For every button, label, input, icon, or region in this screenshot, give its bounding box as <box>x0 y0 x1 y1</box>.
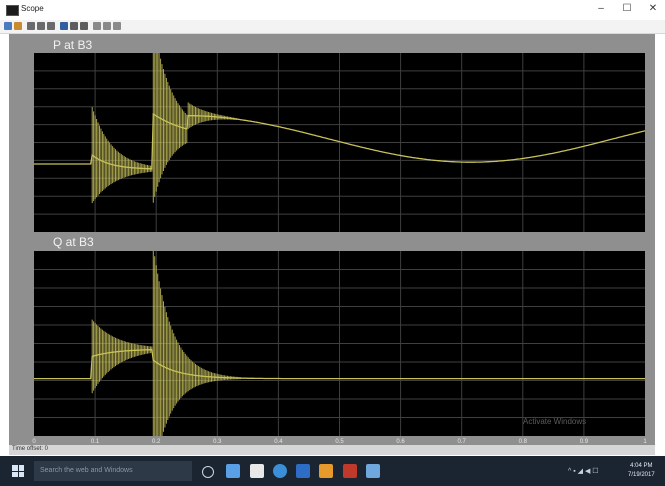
autoscale-icon[interactable] <box>60 22 68 30</box>
scope-taskbar-icon[interactable] <box>366 464 380 478</box>
windows-taskbar: Search the web and Windows ^ ▪ ◢ ◀ ☐ 4:0… <box>0 456 665 486</box>
scope-plot-area: P at B3 Q at B3 0 0.1 0.2 0.3 0.4 0.5 0.6 0.7 0.… <box>9 34 655 445</box>
x-tick-label: 0.4 <box>274 439 283 445</box>
x-tick-label: 0.9 <box>580 439 589 445</box>
mail-icon[interactable] <box>296 464 310 478</box>
signal-trace-p <box>34 112 646 170</box>
scope-app-icon <box>6 5 19 16</box>
zoom-x-icon[interactable] <box>37 22 45 30</box>
taskbar-search-box[interactable]: Search the web and Windows <box>34 461 192 481</box>
zoom-in-icon[interactable] <box>27 22 35 30</box>
close-button[interactable]: ✕ <box>648 3 658 14</box>
time-offset-label: Time offset: 0 <box>12 446 49 452</box>
restore-axes-icon[interactable] <box>80 22 88 30</box>
signal-trace-q <box>34 349 645 380</box>
x-tick-label: 0.5 <box>335 439 344 445</box>
x-tick-label: 0 <box>32 439 36 445</box>
x-tick-label: 0.6 <box>396 439 405 445</box>
search-placeholder: Search the web and Windows <box>40 467 133 474</box>
x-tick-label: 0.1 <box>91 439 100 445</box>
start-button[interactable] <box>12 465 24 477</box>
minimize-button[interactable]: – <box>598 3 604 14</box>
x-tick-label: 1 <box>643 439 647 445</box>
zoom-y-icon[interactable] <box>47 22 55 30</box>
task-view-icon[interactable] <box>202 466 214 478</box>
window-titlebar: Scope – ☐ ✕ <box>0 0 665 20</box>
explorer-icon[interactable] <box>226 464 240 478</box>
window-title: Scope <box>21 4 44 13</box>
x-tick-label: 0.3 <box>213 439 222 445</box>
edge-icon[interactable] <box>273 464 287 478</box>
print-icon[interactable] <box>4 22 12 30</box>
activate-windows-watermark: Activate Windows <box>523 417 587 426</box>
scope-axes-svg: 0 0.1 0.2 0.3 0.4 0.5 0.6 0.7 0.8 0.9 1 <box>32 53 647 445</box>
clock-time: 4:04 PM <box>630 463 653 469</box>
scope-statusbar: Time offset: 0 <box>9 445 655 455</box>
plot-title-q: Q at B3 <box>53 235 94 249</box>
save-axes-icon[interactable] <box>70 22 78 30</box>
floating-icon[interactable] <box>93 22 101 30</box>
lock-icon[interactable] <box>103 22 111 30</box>
system-tray-icons[interactable]: ^ ▪ ◢ ◀ ☐ <box>568 468 599 475</box>
clock-date: 7/19/2017 <box>628 472 655 478</box>
plot-title-p: P at B3 <box>53 38 93 52</box>
x-tick-label: 0.7 <box>458 439 467 445</box>
x-tick-label: 0.2 <box>152 439 161 445</box>
simulink-icon[interactable] <box>343 464 357 478</box>
select-signal-icon[interactable] <box>113 22 121 30</box>
matlab-icon[interactable] <box>319 464 333 478</box>
scope-toolbar <box>0 20 665 34</box>
maximize-button[interactable]: ☐ <box>622 3 632 14</box>
taskbar-clock[interactable]: 4:04 PM 7/19/2017 <box>628 462 655 480</box>
params-icon[interactable] <box>14 22 22 30</box>
store-icon[interactable] <box>250 464 264 478</box>
x-tick-label: 0.8 <box>519 439 528 445</box>
